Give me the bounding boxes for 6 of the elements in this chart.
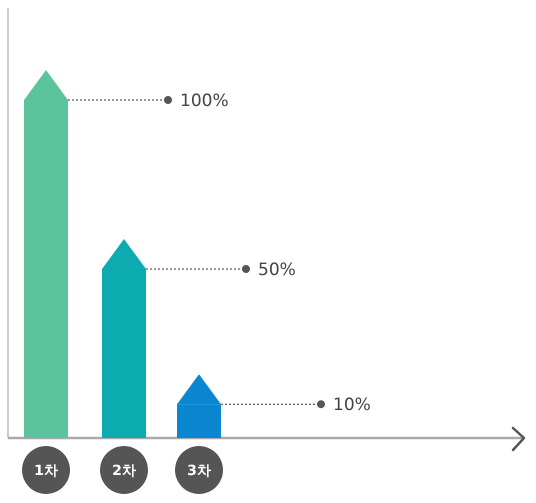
x-tick-label: 2차: [112, 463, 136, 479]
data-label: 50%: [258, 260, 296, 280]
x-tick-label: 3차: [187, 463, 211, 479]
x-tick-label: 1차: [34, 463, 58, 479]
data-label: 10%: [333, 395, 371, 416]
data-label: 100%: [180, 91, 229, 111]
